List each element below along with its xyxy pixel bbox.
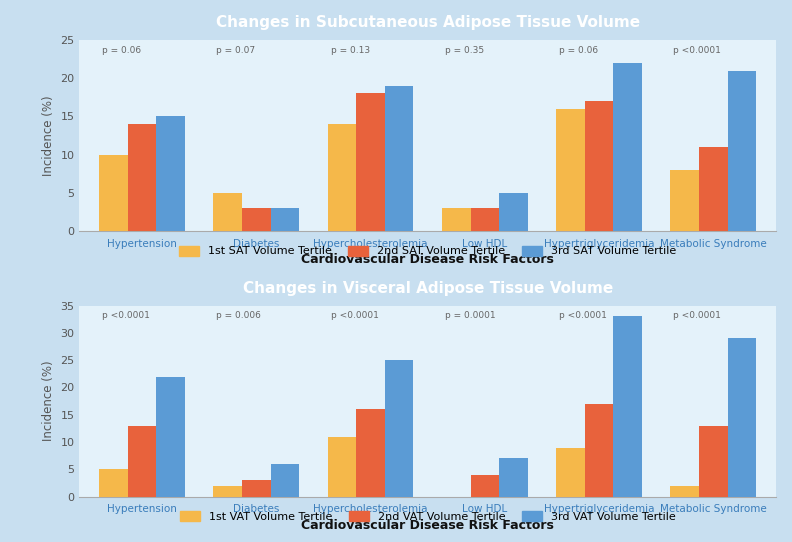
Legend: 1st SAT Volume Tertile, 2nd SAT Volume Tertile, 3rd SAT Volume Tertile: 1st SAT Volume Tertile, 2nd SAT Volume T… <box>179 246 676 256</box>
Bar <box>156 117 185 231</box>
Bar <box>214 486 242 496</box>
Bar <box>671 170 699 231</box>
Bar <box>499 459 527 496</box>
Bar <box>584 101 613 231</box>
Bar <box>728 70 756 231</box>
X-axis label: Cardiovascular Disease Risk Factors: Cardiovascular Disease Risk Factors <box>301 519 554 532</box>
Bar <box>728 338 756 496</box>
Text: p = 0.07: p = 0.07 <box>216 46 256 55</box>
Bar <box>584 404 613 496</box>
Bar <box>271 208 299 231</box>
Bar <box>128 124 156 231</box>
Bar <box>613 317 642 496</box>
Text: p = 0.06: p = 0.06 <box>102 46 141 55</box>
Bar <box>470 208 499 231</box>
Bar <box>671 486 699 496</box>
Legend: 1st VAT Volume Tertile, 2nd VAT Volume Tertile, 3rd VAT Volume Tertile: 1st VAT Volume Tertile, 2nd VAT Volume T… <box>180 511 676 522</box>
Text: p <0.0001: p <0.0001 <box>673 311 722 320</box>
Bar <box>442 208 470 231</box>
Bar <box>356 409 385 496</box>
Text: Changes in Subcutaneous Adipose Tissue Volume: Changes in Subcutaneous Adipose Tissue V… <box>215 15 640 30</box>
Text: p = 0.13: p = 0.13 <box>330 46 370 55</box>
Bar <box>356 93 385 231</box>
Bar <box>499 193 527 231</box>
Text: p = 0.06: p = 0.06 <box>559 46 598 55</box>
Bar <box>613 63 642 231</box>
Bar <box>470 475 499 496</box>
Bar <box>242 480 271 496</box>
Bar <box>214 193 242 231</box>
Bar <box>699 425 728 496</box>
Bar <box>556 448 584 496</box>
Y-axis label: Incidence (%): Incidence (%) <box>42 95 55 176</box>
Text: Changes in Visceral Adipose Tissue Volume: Changes in Visceral Adipose Tissue Volum… <box>242 281 613 296</box>
Bar <box>99 154 128 231</box>
Bar <box>699 147 728 231</box>
Text: p <0.0001: p <0.0001 <box>673 46 722 55</box>
Text: p = 0.35: p = 0.35 <box>445 46 484 55</box>
Bar <box>128 425 156 496</box>
Bar <box>328 437 356 496</box>
Text: p <0.0001: p <0.0001 <box>102 311 150 320</box>
Bar <box>99 469 128 496</box>
X-axis label: Cardiovascular Disease Risk Factors: Cardiovascular Disease Risk Factors <box>301 253 554 266</box>
Text: p = 0.006: p = 0.006 <box>216 311 261 320</box>
Bar <box>271 464 299 496</box>
Y-axis label: Incidence (%): Incidence (%) <box>42 361 55 441</box>
Bar <box>385 360 413 496</box>
Bar <box>556 109 584 231</box>
Text: p <0.0001: p <0.0001 <box>559 311 607 320</box>
Bar <box>328 124 356 231</box>
Bar <box>156 377 185 496</box>
Bar <box>385 86 413 231</box>
Text: p <0.0001: p <0.0001 <box>330 311 379 320</box>
Bar <box>242 208 271 231</box>
Text: p = 0.0001: p = 0.0001 <box>445 311 496 320</box>
